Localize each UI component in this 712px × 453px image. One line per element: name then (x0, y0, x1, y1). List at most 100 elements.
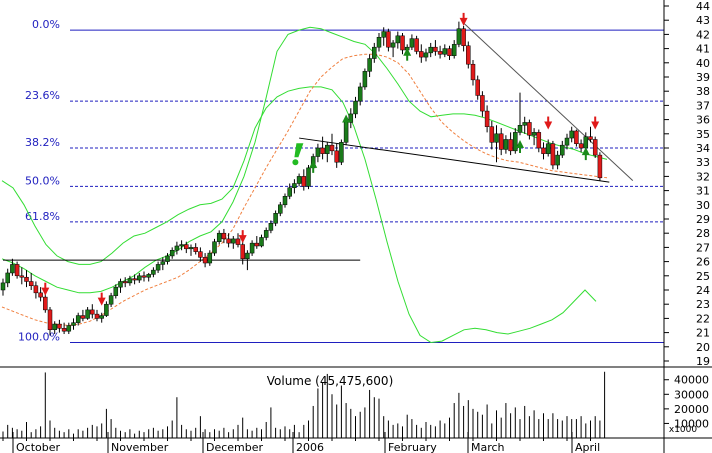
candle-body (184, 244, 189, 250)
volume-unit-label: x1000 (669, 425, 698, 435)
candle-body (513, 132, 518, 152)
candle-body (80, 315, 86, 319)
candle-body (367, 58, 372, 72)
price-tick-label: 24 (696, 284, 710, 297)
candle-body (372, 46, 377, 59)
candle-body (75, 315, 81, 323)
candle-body (437, 51, 443, 55)
price-tick-label: 36 (696, 114, 710, 127)
candle-body (541, 147, 546, 154)
candle-body (564, 137, 570, 146)
candle-body (362, 71, 368, 88)
candle-body (301, 176, 307, 187)
candle-body (71, 322, 76, 326)
candle-body (104, 303, 109, 316)
candle-body (503, 139, 509, 150)
price-tick-label: 29 (696, 213, 710, 226)
candle-body (451, 44, 457, 56)
candle-body (414, 38, 419, 52)
candle-body (245, 252, 250, 260)
up-arrow-marker (342, 114, 351, 123)
candle-body (357, 86, 363, 102)
candle-body (480, 95, 485, 112)
candle-body (174, 245, 180, 251)
price-tick-label: 22 (696, 312, 710, 325)
price-tick-label: 32 (696, 170, 710, 183)
candle-body (292, 183, 297, 189)
candle-body (216, 232, 222, 242)
candle-body (10, 264, 15, 274)
candle-body (146, 274, 151, 278)
candle-body (555, 154, 560, 166)
fib-level-label: 0.0% (32, 18, 60, 31)
candle-body (278, 204, 283, 214)
month-label: December (206, 441, 264, 453)
candle-body (428, 46, 433, 54)
month-label: 2006 (296, 441, 324, 453)
trendlines (3, 22, 634, 261)
price-tick-label: 39 (696, 71, 710, 84)
candle-body (235, 238, 241, 245)
candle-body (484, 110, 490, 127)
candle-body (390, 42, 396, 48)
candle-body (137, 275, 142, 281)
candle-body (466, 45, 471, 65)
candle-body (353, 100, 358, 115)
down-arrow-marker (591, 121, 600, 130)
price-tick-label: 38 (696, 85, 710, 98)
signal-markers (41, 12, 600, 306)
candle-body (287, 187, 292, 197)
candle-body (273, 213, 278, 224)
month-label: October (16, 441, 60, 453)
volume-tick-label: 20000 (674, 403, 709, 416)
exclamation-dot (292, 159, 299, 166)
candle-body (118, 281, 123, 288)
up-arrow-marker (516, 140, 524, 148)
month-label: November (111, 441, 169, 453)
candle-body (545, 143, 551, 154)
candle-body (381, 31, 386, 38)
fib-level-label: 100.0% (18, 331, 60, 344)
candle-body (254, 242, 260, 247)
candle-body (282, 196, 288, 206)
up-arrow-marker (309, 159, 318, 168)
candle-body (179, 244, 184, 247)
candle-body (419, 51, 424, 58)
fib-level-label: 61.8% (25, 210, 60, 223)
candle-body (0, 282, 6, 291)
candle-body (489, 126, 495, 143)
lower-band-line (1, 86, 597, 344)
price-tick-label: 35 (696, 128, 710, 141)
price-tick-label: 30 (696, 199, 710, 212)
candle-body (583, 136, 589, 149)
price-tick-label: 27 (696, 241, 710, 254)
candle-body (494, 133, 499, 143)
candle-body (249, 242, 255, 254)
volume-tick-label: 40000 (674, 374, 709, 387)
candle-body (536, 132, 542, 149)
candle-body (169, 249, 175, 257)
candle-body (188, 247, 194, 250)
candle-body (447, 48, 452, 56)
month-label: February (388, 441, 437, 453)
down-arrow-marker (238, 235, 247, 244)
price-tick-label: 23 (696, 298, 710, 311)
candle-body (320, 147, 325, 154)
candle-body (569, 130, 574, 139)
candle-body (442, 48, 448, 55)
price-tick-label: 28 (696, 227, 710, 240)
volume-label: Volume (45,475,600) (267, 374, 394, 388)
fib-level-label: 23.6% (25, 89, 60, 102)
candle-body (527, 122, 532, 136)
candle-body (113, 286, 119, 296)
upper-band-line (1, 26, 608, 294)
down-arrow-marker (459, 17, 468, 26)
candle-body (475, 79, 480, 96)
candle-body (522, 122, 527, 126)
candle-body (132, 278, 137, 281)
candle-body (578, 143, 584, 149)
up-arrow-marker (581, 147, 590, 156)
candle-body (597, 154, 603, 179)
